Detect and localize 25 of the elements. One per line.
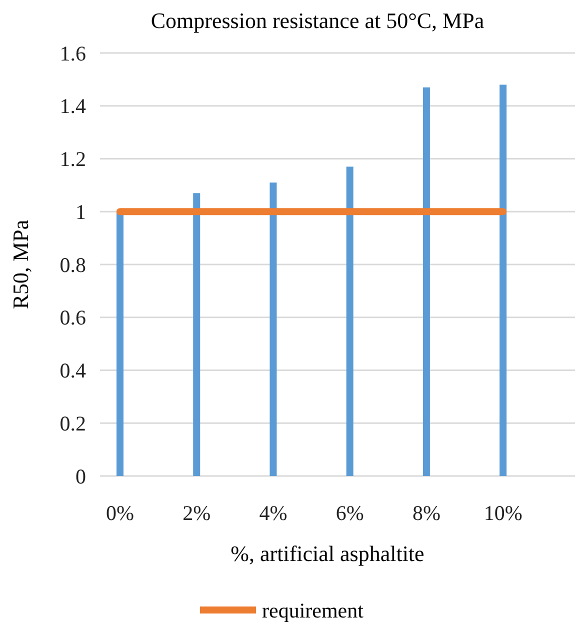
x-tick-label: 8% (412, 501, 440, 525)
legend-label: requirement (262, 598, 364, 622)
x-axis-title: %, artificial asphaltite (230, 541, 424, 566)
bar (270, 182, 277, 476)
y-tick-label: 1 (76, 200, 86, 224)
bar (500, 84, 507, 476)
x-tick-label: 6% (336, 501, 364, 525)
bar (422, 87, 430, 476)
bar (116, 212, 124, 476)
y-tick-label: 0.6 (60, 306, 86, 330)
y-axis-title: R50, MPa (8, 220, 33, 310)
chart-title: Compression resistance at 50°C, MPa (150, 8, 484, 33)
y-tick-label: 0.8 (60, 252, 86, 277)
x-tick-label: 10% (484, 501, 522, 525)
y-tick-label: 1.4 (60, 94, 86, 118)
y-tick-label: 0.4 (60, 358, 86, 383)
bar (346, 166, 354, 476)
y-tick-label: 1.2 (60, 147, 86, 172)
x-tick-label: 2% (182, 501, 211, 525)
x-tick-label: 0% (106, 501, 134, 525)
y-tick-label: 1.6 (60, 41, 86, 66)
x-tick-label: 4% (259, 501, 288, 525)
bar (193, 193, 200, 476)
y-tick-label: 0 (76, 464, 86, 488)
y-tick-label: 0.2 (60, 411, 86, 436)
